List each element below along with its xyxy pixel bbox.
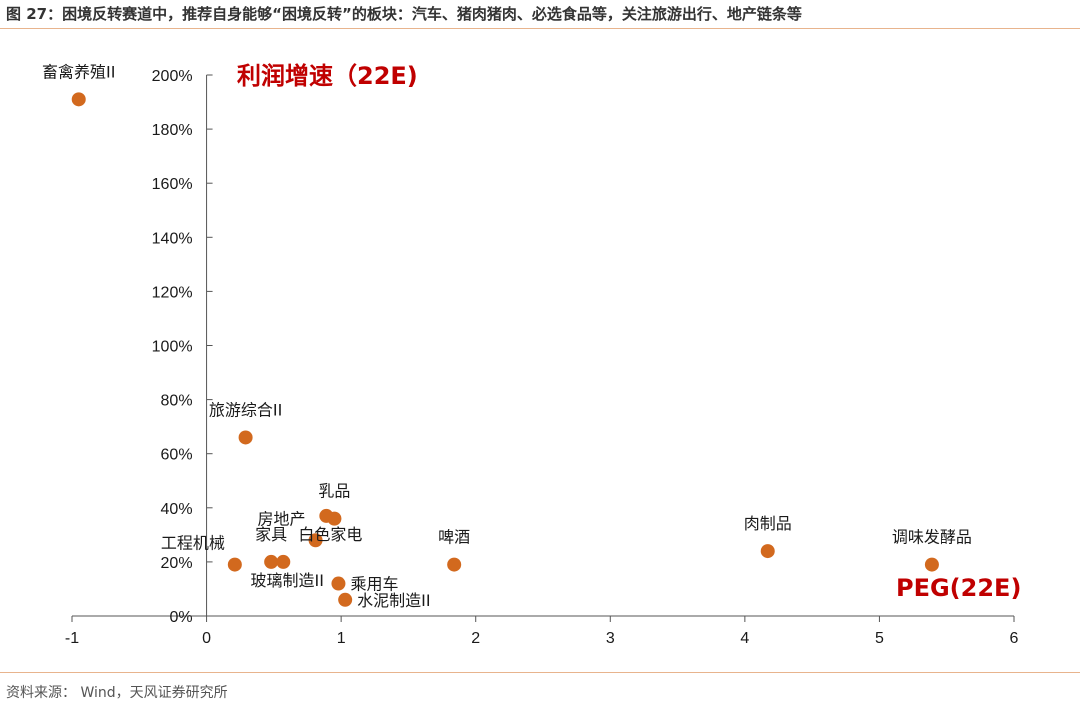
data-point bbox=[308, 533, 323, 548]
data-point bbox=[227, 557, 242, 572]
data-point bbox=[71, 92, 86, 107]
data-point-label: 玻璃制造II bbox=[251, 571, 324, 590]
y-axis-annotation: 利润增速（22E) bbox=[237, 62, 418, 90]
data-point-label: 水泥制造II bbox=[357, 591, 430, 610]
data-point bbox=[276, 554, 291, 569]
data-point bbox=[327, 511, 342, 526]
y-tick-label: 60% bbox=[161, 447, 193, 464]
data-point bbox=[760, 544, 775, 559]
x-tick-label: 2 bbox=[471, 630, 480, 647]
x-tick-label: -1 bbox=[65, 630, 79, 647]
y-tick-label: 180% bbox=[152, 122, 193, 139]
x-tick-label: 6 bbox=[1010, 630, 1019, 647]
data-points bbox=[71, 92, 939, 607]
data-point bbox=[331, 576, 346, 591]
data-point-label: 工程机械 bbox=[161, 534, 225, 553]
data-point-label: 调味发酵品 bbox=[892, 528, 972, 547]
x-axis-annotation: PEG(22E) bbox=[896, 574, 1021, 602]
y-tick-label: 80% bbox=[161, 393, 193, 410]
y-tick-label: 200% bbox=[152, 68, 193, 85]
data-point-label: 白色家电 bbox=[298, 525, 362, 544]
data-point-label: 房地产 bbox=[258, 509, 306, 528]
data-point-label: 肉制品 bbox=[744, 514, 792, 533]
figure-title: 图 27：困境反转赛道中，推荐自身能够“困境反转”的板块：汽车、猪肉猪肉、必选食… bbox=[6, 5, 802, 23]
y-tick-label: 0% bbox=[169, 609, 192, 626]
data-point bbox=[924, 557, 939, 572]
scatter-chart: -1 0 1 2 3 4 5 60%20%40%60%80%100%120%140%160%1… bbox=[42, 62, 1021, 647]
x-tick-label: 3 bbox=[606, 630, 615, 647]
footer-divider bbox=[0, 672, 1080, 673]
y-tick-label: 20% bbox=[161, 555, 193, 572]
title-divider bbox=[0, 28, 1080, 29]
y-tick-label: 120% bbox=[152, 284, 193, 301]
y-tick-label: 160% bbox=[152, 176, 193, 193]
x-tick-label: 0 bbox=[202, 630, 211, 647]
data-point-label: 畜禽养殖II bbox=[42, 62, 115, 81]
x-tick-label: 1 bbox=[337, 630, 346, 647]
source-note: 资料来源： Wind，天风证券研究所 bbox=[6, 685, 228, 701]
y-tick-label: 140% bbox=[152, 230, 193, 247]
data-point-label: 乘用车 bbox=[350, 575, 398, 594]
data-point-label: 乳品 bbox=[318, 482, 350, 501]
data-point bbox=[264, 554, 279, 569]
data-point-label: 啤酒 bbox=[438, 528, 470, 547]
x-tick-label: 4 bbox=[740, 630, 749, 647]
x-tick-label: 5 bbox=[875, 630, 884, 647]
data-point bbox=[238, 430, 253, 445]
data-point bbox=[447, 557, 462, 572]
data-point bbox=[338, 592, 353, 607]
axes: -1 0 1 2 3 4 5 60%20%40%60%80%100%120%140%160%1… bbox=[65, 68, 1019, 647]
data-point-label: 家具 bbox=[255, 525, 287, 544]
data-point-label: 旅游综合II bbox=[209, 400, 282, 419]
y-tick-label: 100% bbox=[152, 339, 193, 356]
y-tick-label: 40% bbox=[161, 501, 193, 518]
